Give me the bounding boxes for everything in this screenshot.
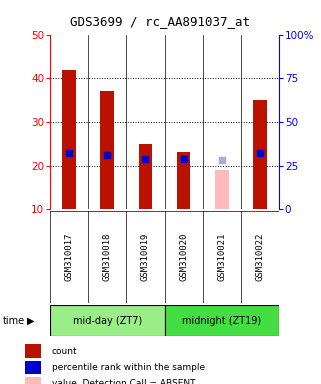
Bar bbox=[139, 144, 152, 209]
Text: GSM310017: GSM310017 bbox=[65, 233, 74, 281]
Bar bbox=[215, 170, 229, 209]
Text: GSM310019: GSM310019 bbox=[141, 233, 150, 281]
Text: time: time bbox=[3, 316, 25, 326]
Point bbox=[219, 157, 224, 164]
Bar bbox=[177, 152, 190, 209]
Text: GSM310022: GSM310022 bbox=[256, 233, 265, 281]
Bar bbox=[25, 361, 41, 374]
Text: mid-day (ZT7): mid-day (ZT7) bbox=[73, 316, 142, 326]
Text: GSM310018: GSM310018 bbox=[103, 233, 112, 281]
Point bbox=[66, 150, 72, 156]
Point bbox=[105, 152, 110, 158]
Text: value, Detection Call = ABSENT: value, Detection Call = ABSENT bbox=[52, 379, 195, 384]
Text: count: count bbox=[52, 346, 77, 356]
Bar bbox=[50, 305, 164, 336]
Bar bbox=[25, 377, 41, 384]
Text: GDS3699 / rc_AA891037_at: GDS3699 / rc_AA891037_at bbox=[71, 15, 250, 28]
Text: percentile rank within the sample: percentile rank within the sample bbox=[52, 362, 205, 372]
Bar bbox=[100, 91, 114, 209]
Point bbox=[181, 156, 186, 162]
Point bbox=[257, 150, 263, 156]
Bar bbox=[254, 100, 267, 209]
Text: GSM310020: GSM310020 bbox=[179, 233, 188, 281]
Bar bbox=[164, 305, 279, 336]
Text: ▶: ▶ bbox=[27, 316, 35, 326]
Bar bbox=[25, 344, 41, 358]
Point bbox=[143, 156, 148, 162]
Bar bbox=[62, 70, 75, 209]
Text: GSM310021: GSM310021 bbox=[217, 233, 226, 281]
Text: midnight (ZT19): midnight (ZT19) bbox=[182, 316, 261, 326]
